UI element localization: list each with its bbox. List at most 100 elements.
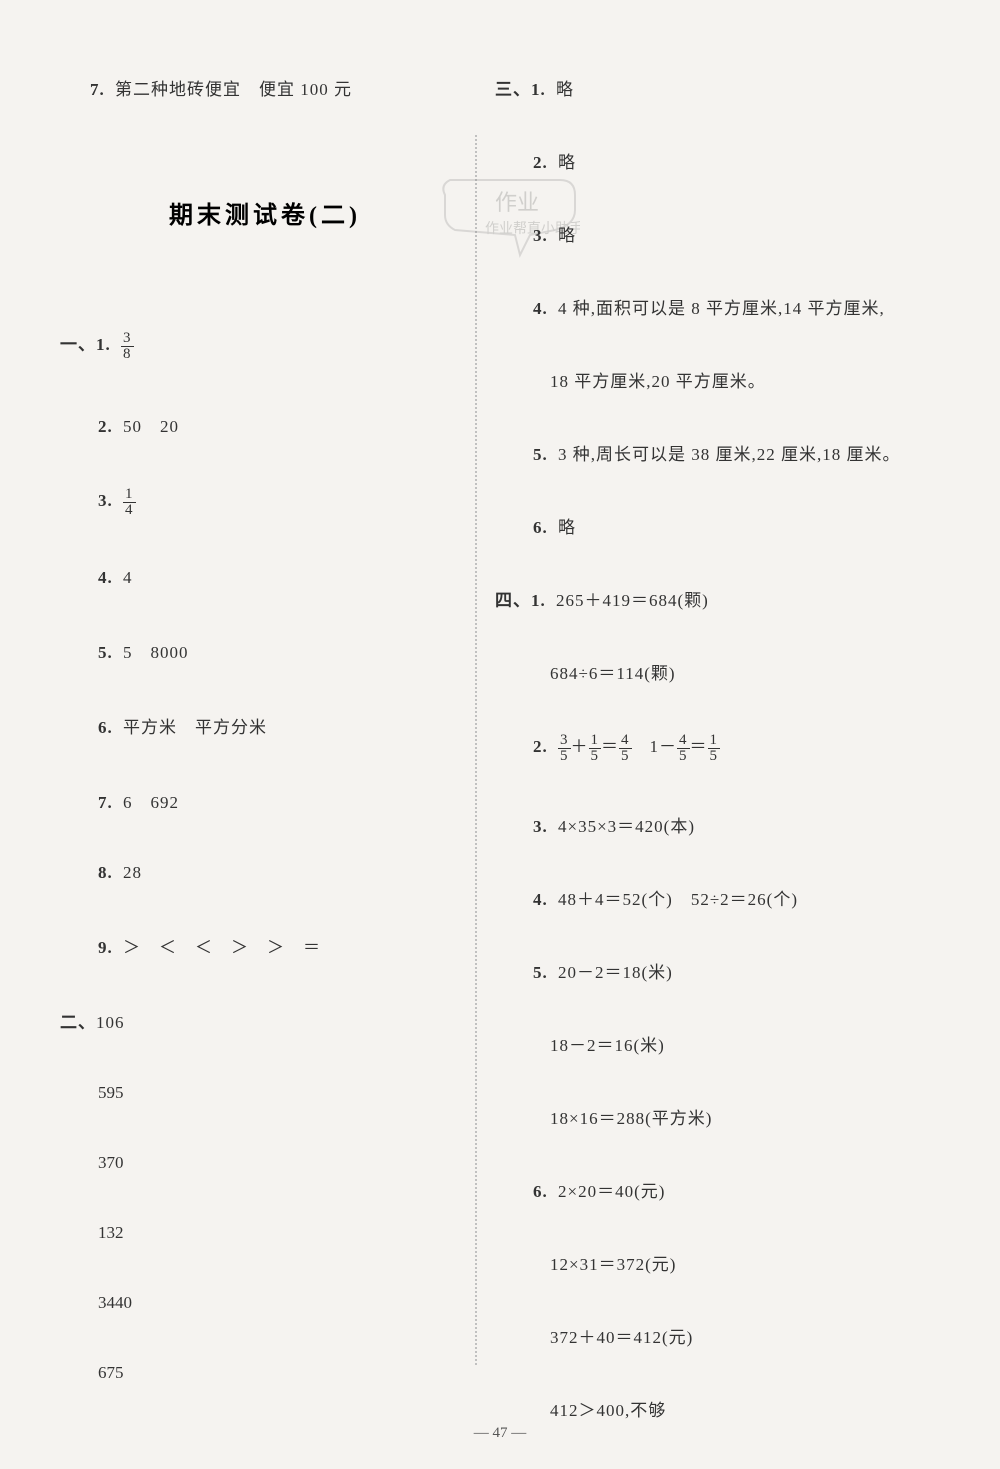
item-text: 28 [123, 863, 142, 882]
section3-item-4: 4. 4 种,面积可以是 8 平方厘米,14 平方厘米, [495, 294, 905, 319]
fraction-bot: 4 [123, 503, 136, 518]
section2-first: 二、106 [60, 1008, 470, 1033]
section4-item-2: 2. 3 5 ＋ 1 5 ＝ 4 5 1－ 4 5 ＝ 1 5 [495, 732, 905, 764]
item-text: 平方米 平方分米 [123, 718, 267, 737]
space [632, 737, 650, 756]
item-text: 5 8000 [123, 643, 189, 662]
item-text: 略 [558, 226, 576, 245]
one: 1 [650, 737, 660, 756]
section1-item-7: 7. 6 692 [60, 788, 470, 813]
fraction-bot: 5 [708, 749, 721, 764]
section4-item-5-line2: 18－2＝16(米) [495, 1031, 905, 1056]
section3-item-3: 3. 略 [495, 221, 905, 246]
fraction-top: 1 [123, 487, 136, 503]
item-text: 106 [96, 1013, 125, 1032]
item-text: 略 [556, 80, 574, 99]
section1-item-3: 3. 1 4 [60, 487, 470, 518]
fraction-top: 3 [121, 331, 134, 347]
fraction-bot: 8 [121, 347, 134, 362]
item-number: 2. [533, 153, 548, 172]
item-number: 4. [98, 568, 113, 587]
item-number: 5. [98, 643, 113, 662]
fraction-bot: 5 [589, 749, 602, 764]
item-number: 1. [531, 591, 546, 610]
section4-item-5-line3: 18×16＝288(平方米) [495, 1104, 905, 1129]
section-label: 三、 [495, 80, 531, 99]
section3-item-4-line2: 18 平方厘米,20 平方厘米。 [495, 367, 905, 392]
test-title: 期末测试卷(二) [60, 195, 470, 230]
fraction: 3 8 [121, 331, 134, 362]
section2-item: 3440 [60, 1293, 470, 1313]
item-text: 3 种,周长可以是 38 厘米,22 厘米,18 厘米。 [558, 445, 901, 464]
item-number: 7. [98, 793, 113, 812]
fraction: 1 4 [123, 487, 136, 518]
section4-item-6: 6. 2×20＝40(元) [495, 1177, 905, 1202]
section2-item: 370 [60, 1153, 470, 1173]
equals: ＝ [690, 737, 708, 756]
fraction-top: 4 [619, 733, 632, 749]
left-column: 7. 第二种地砖便宜 便宜 100 元 期末测试卷(二) 一、1. 3 8 2.… [60, 75, 470, 1433]
item-number: 2. [533, 737, 548, 756]
item-number: 7. [90, 80, 105, 99]
fraction-top: 1 [589, 733, 602, 749]
item-text: 4 种,面积可以是 8 平方厘米,14 平方厘米, [558, 299, 885, 318]
section-label: 二、 [60, 1013, 96, 1032]
item-number: 5. [533, 963, 548, 982]
section4-item-3: 3. 4×35×3＝420(本) [495, 812, 905, 837]
item-text: 略 [558, 518, 576, 537]
page-container: 作业 作业帮直小助手 7. 第二种地砖便宜 便宜 100 元 期末测试卷(二) … [60, 75, 940, 1422]
fraction: 4 5 [677, 733, 690, 764]
operator: ＋ [571, 737, 589, 756]
fraction-bot: 5 [677, 749, 690, 764]
fraction: 1 5 [589, 733, 602, 764]
section4-item-6-line4: 412＞400,不够 [495, 1396, 905, 1421]
item-number: 6. [98, 718, 113, 737]
section4-item-5: 5. 20－2＝18(米) [495, 958, 905, 983]
item-text: 50 20 [123, 417, 179, 436]
item-number: 1. [531, 80, 546, 99]
section3-item-5: 5. 3 种,周长可以是 38 厘米,22 厘米,18 厘米。 [495, 440, 905, 465]
prev-answer-7: 7. 第二种地砖便宜 便宜 100 元 [60, 75, 470, 100]
section2-item: 595 [60, 1083, 470, 1103]
item-text: 6 692 [123, 793, 179, 812]
item-number: 3. [533, 226, 548, 245]
section4-item-1-line2: 684÷6＝114(颗) [495, 659, 905, 684]
item-text: 4 [123, 568, 133, 587]
item-number: 2. [98, 417, 113, 436]
item-number: 9. [98, 938, 113, 957]
item-number: 6. [533, 1182, 548, 1201]
page-number: — 47 — [60, 1425, 940, 1442]
fraction: 1 5 [708, 733, 721, 764]
fraction-top: 4 [677, 733, 690, 749]
right-column: 三、1. 略 2. 略 3. 略 4. 4 种,面积可以是 8 平方厘米,14 … [495, 75, 905, 1469]
column-divider [475, 135, 477, 1365]
section2-item: 132 [60, 1223, 470, 1243]
item-number: 5. [533, 445, 548, 464]
operator: － [659, 737, 677, 756]
item-text: 略 [558, 153, 576, 172]
fraction: 3 5 [558, 733, 571, 764]
section3-item-1: 三、1. 略 [495, 75, 905, 100]
fraction-bot: 5 [619, 749, 632, 764]
section4-item-4: 4. 48＋4＝52(个) 52÷2＝26(个) [495, 885, 905, 910]
item-text: 4×35×3＝420(本) [558, 817, 695, 836]
section4-item-1: 四、1. 265＋419＝684(颗) [495, 586, 905, 611]
section3-item-6: 6. 略 [495, 513, 905, 538]
item-text: ＞ ＜ ＜ ＞ ＞ ＝ [123, 938, 321, 957]
section1-item-9: 9. ＞ ＜ ＜ ＞ ＞ ＝ [60, 933, 470, 958]
item-text: 48＋4＝52(个) 52÷2＝26(个) [558, 890, 798, 909]
item-number: 3. [98, 491, 113, 510]
section-label: 四、 [495, 591, 531, 610]
item-text: 2×20＝40(元) [558, 1182, 665, 1201]
item-number: 1. [96, 335, 111, 354]
equals: ＝ [601, 737, 619, 756]
item-text: 第二种地砖便宜 便宜 100 元 [115, 80, 352, 99]
section1-item-5: 5. 5 8000 [60, 638, 470, 663]
item-number: 4. [533, 299, 548, 318]
section2-item: 675 [60, 1363, 470, 1383]
item-number: 6. [533, 518, 548, 537]
fraction: 4 5 [619, 733, 632, 764]
section-label: 一、 [60, 335, 96, 354]
section3-item-2: 2. 略 [495, 148, 905, 173]
item-number: 4. [533, 890, 548, 909]
